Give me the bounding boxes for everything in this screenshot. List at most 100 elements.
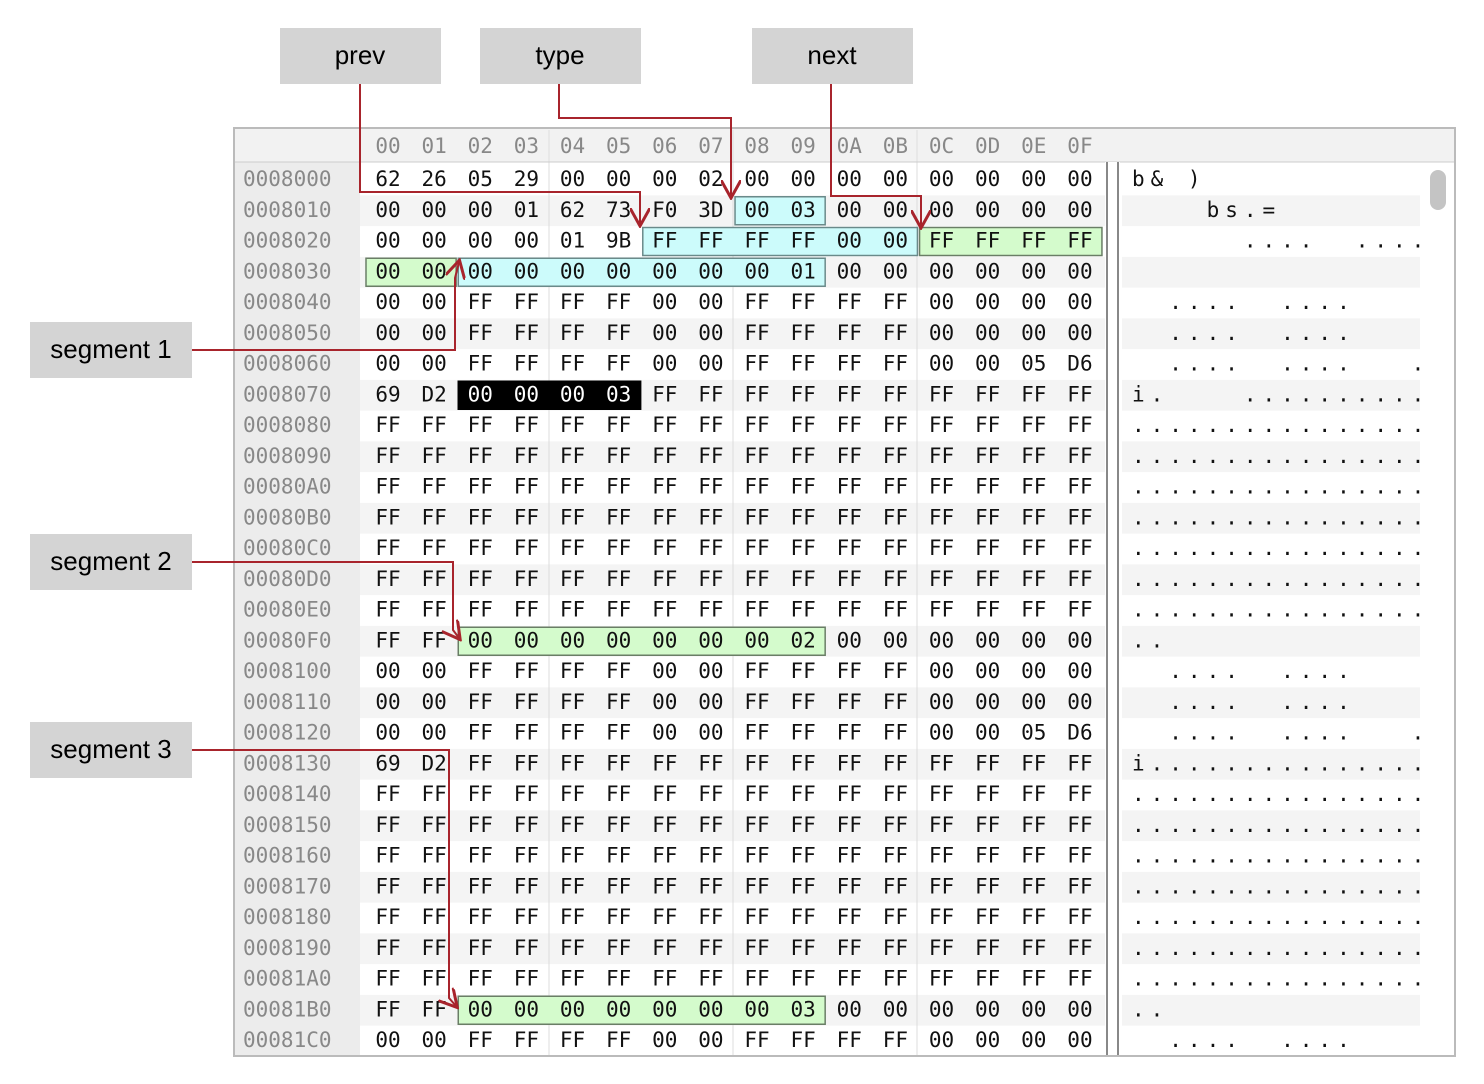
highlight bbox=[457, 995, 826, 1025]
hex-byte: FF bbox=[744, 475, 769, 499]
hex-byte: FF bbox=[744, 1028, 769, 1052]
hex-byte: FF bbox=[375, 628, 400, 652]
hex-byte: 00 bbox=[744, 198, 769, 222]
hex-byte: FF bbox=[468, 598, 493, 622]
hex-byte: FF bbox=[975, 567, 1000, 591]
ascii-text: ................ bbox=[1132, 813, 1430, 837]
hex-byte: FF bbox=[375, 413, 400, 437]
hex-byte: FF bbox=[468, 413, 493, 437]
column-header: 01 bbox=[421, 134, 446, 158]
hex-byte: FF bbox=[744, 229, 769, 253]
hex-byte: FF bbox=[883, 290, 908, 314]
hex-byte: FF bbox=[606, 690, 631, 714]
hex-byte: 00 bbox=[652, 321, 677, 345]
hex-byte: FF bbox=[1021, 229, 1046, 253]
hex-byte: 00 bbox=[1021, 259, 1046, 283]
hex-byte: FF bbox=[421, 997, 446, 1021]
ascii-text: ................ bbox=[1132, 536, 1430, 560]
hex-byte: FF bbox=[468, 844, 493, 868]
hex-byte: 00 bbox=[975, 352, 1000, 376]
hex-byte: FF bbox=[421, 813, 446, 837]
hex-byte: FF bbox=[1067, 905, 1092, 929]
hex-byte: FF bbox=[837, 321, 862, 345]
hex-byte: FF bbox=[560, 874, 585, 898]
hex-byte: FF bbox=[883, 567, 908, 591]
hex-byte: FF bbox=[560, 444, 585, 468]
hex-byte: 00 bbox=[468, 259, 493, 283]
hex-byte: FF bbox=[837, 751, 862, 775]
hex-byte: 00 bbox=[883, 259, 908, 283]
hex-byte: 00 bbox=[468, 198, 493, 222]
hex-byte: D6 bbox=[1067, 721, 1092, 745]
hex-byte: FF bbox=[744, 505, 769, 529]
hex-byte: FF bbox=[883, 659, 908, 683]
hex-byte: FF bbox=[375, 598, 400, 622]
hex-byte: FF bbox=[375, 813, 400, 837]
hex-byte: FF bbox=[837, 874, 862, 898]
hex-byte: 00 bbox=[1067, 997, 1092, 1021]
hex-byte: 62 bbox=[375, 167, 400, 191]
hex-byte: FF bbox=[606, 567, 631, 591]
hex-byte: FF bbox=[929, 382, 954, 406]
hex-byte: 00 bbox=[1021, 290, 1046, 314]
hex-byte: 00 bbox=[883, 229, 908, 253]
hex-byte: FF bbox=[468, 721, 493, 745]
hex-byte: 00 bbox=[652, 659, 677, 683]
hex-byte: FF bbox=[560, 505, 585, 529]
hex-byte: FF bbox=[975, 782, 1000, 806]
hex-byte: FF bbox=[744, 905, 769, 929]
ascii-text: .... .... bbox=[1132, 1028, 1356, 1052]
hex-byte: FF bbox=[1067, 874, 1092, 898]
label-prev: prev bbox=[335, 40, 386, 70]
hex-byte: FF bbox=[744, 290, 769, 314]
hex-byte: FF bbox=[883, 721, 908, 745]
hex-byte: FF bbox=[883, 874, 908, 898]
address: 00081C0 bbox=[243, 1028, 332, 1052]
ascii-text: ................ bbox=[1132, 567, 1430, 591]
label-segment: segment 1 bbox=[50, 334, 171, 364]
address: 00081B0 bbox=[243, 997, 332, 1021]
hex-byte: FF bbox=[975, 751, 1000, 775]
hex-byte: FF bbox=[560, 321, 585, 345]
hex-byte: FF bbox=[1067, 813, 1092, 837]
hex-byte: 00 bbox=[975, 721, 1000, 745]
hex-byte: 00 bbox=[421, 321, 446, 345]
hex-byte: FF bbox=[652, 598, 677, 622]
hex-byte: 00 bbox=[468, 997, 493, 1021]
hex-byte: 00 bbox=[1067, 198, 1092, 222]
hex-byte: 62 bbox=[560, 198, 585, 222]
hex-byte: 00 bbox=[652, 290, 677, 314]
hex-byte: FF bbox=[375, 967, 400, 991]
hex-byte: FF bbox=[421, 844, 446, 868]
hex-byte: FF bbox=[652, 751, 677, 775]
hex-byte: D6 bbox=[1067, 352, 1092, 376]
hex-byte: FF bbox=[698, 782, 723, 806]
hex-byte: FF bbox=[929, 444, 954, 468]
hex-byte: FF bbox=[606, 967, 631, 991]
hex-byte: FF bbox=[514, 290, 539, 314]
hex-byte: 00 bbox=[698, 259, 723, 283]
hex-byte: FF bbox=[791, 567, 816, 591]
row-stripe bbox=[1122, 195, 1420, 227]
hex-byte: FF bbox=[791, 936, 816, 960]
hex-byte: FF bbox=[514, 444, 539, 468]
arrows bbox=[192, 84, 921, 1006]
hex-byte: FF bbox=[1067, 229, 1092, 253]
label-segment: segment 3 bbox=[50, 734, 171, 764]
hex-byte: 00 bbox=[421, 721, 446, 745]
hex-byte: FF bbox=[468, 475, 493, 499]
hex-byte: FF bbox=[837, 967, 862, 991]
hex-byte: 00 bbox=[929, 352, 954, 376]
hex-byte: FF bbox=[744, 936, 769, 960]
hex-byte: FF bbox=[514, 413, 539, 437]
hex-byte: 00 bbox=[975, 659, 1000, 683]
hex-byte: FF bbox=[560, 475, 585, 499]
hex-byte: FF bbox=[652, 874, 677, 898]
hex-byte: FF bbox=[698, 844, 723, 868]
hex-byte: FF bbox=[837, 1028, 862, 1052]
hex-byte: FF bbox=[929, 229, 954, 253]
hex-byte: 02 bbox=[791, 628, 816, 652]
scrollbar bbox=[1430, 170, 1446, 210]
hex-byte: FF bbox=[837, 444, 862, 468]
column-header: 03 bbox=[514, 134, 539, 158]
